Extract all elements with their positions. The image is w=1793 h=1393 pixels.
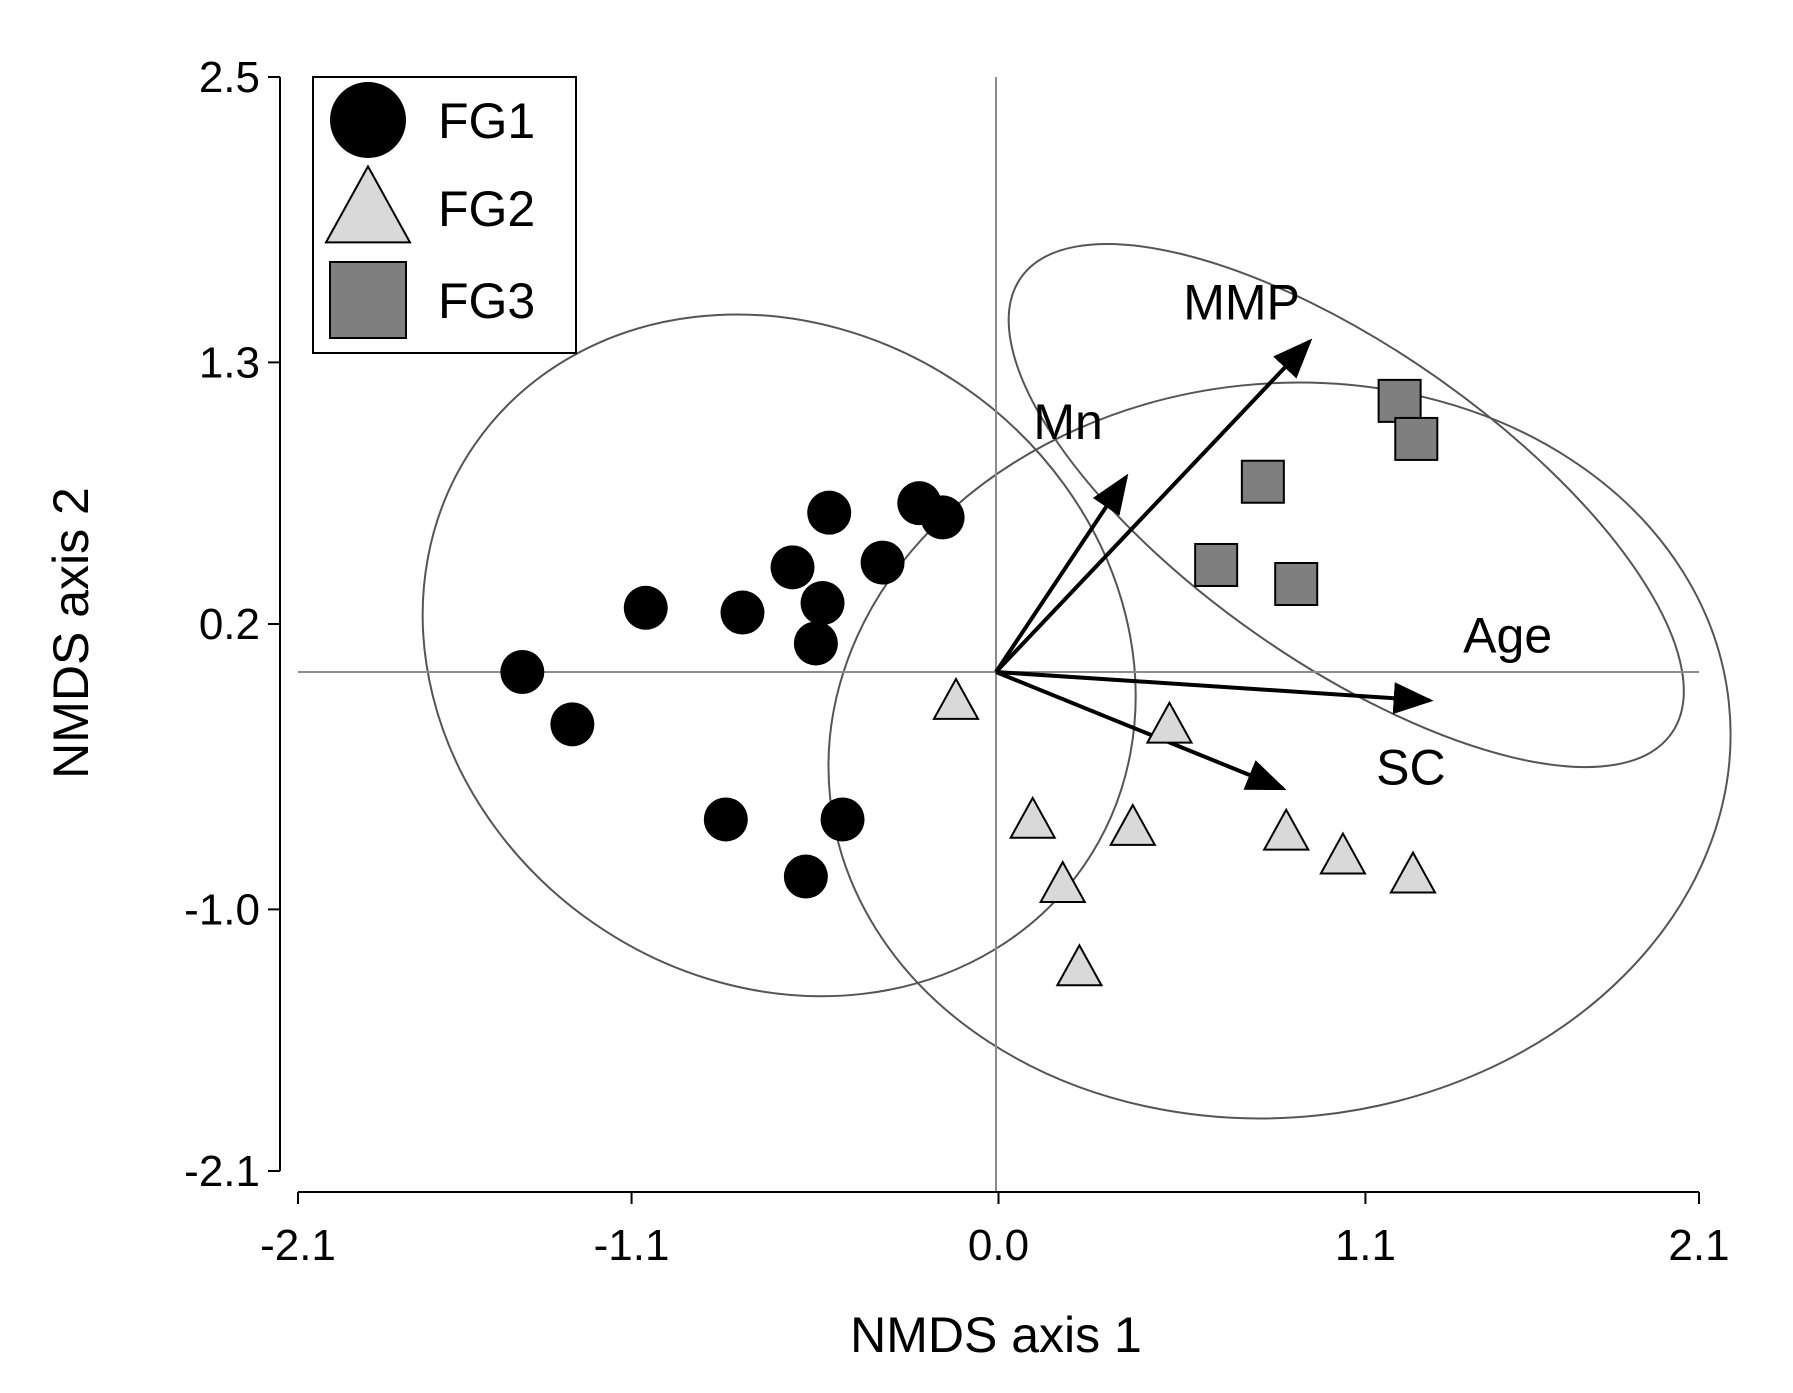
legend-marker-fg2 (324, 164, 412, 244)
point-fg1 (807, 490, 852, 535)
series-fg3 (1194, 378, 1439, 607)
point-fg1 (800, 581, 845, 626)
vector-mn (994, 473, 1129, 674)
point-fg2 (1055, 943, 1104, 987)
legend-label-fg1: FG1 (438, 93, 535, 149)
confidence-ellipse-fg3 (1007, 243, 1685, 769)
point-fg1 (500, 650, 545, 694)
ellipse-layer (421, 243, 1732, 1120)
point-fg1 (703, 797, 748, 842)
point-fg1 (550, 702, 595, 747)
x-tick-label: 2.1 (1668, 1221, 1729, 1270)
vector-age (995, 670, 1434, 715)
y-axis-title: NMDS axis 2 (43, 487, 99, 779)
point-fg1 (820, 797, 865, 842)
series-fg2 (932, 676, 1437, 987)
legend: FG1 FG2 FG3 (312, 76, 577, 354)
point-fg3 (1240, 459, 1285, 504)
point-fg1 (920, 495, 965, 540)
legend-marker-fg1 (330, 82, 406, 158)
point-fg1 (720, 590, 765, 635)
points-layer (500, 378, 1439, 987)
point-fg1 (770, 545, 815, 590)
point-fg2 (1319, 831, 1367, 875)
vector-label-sc: SC (1376, 740, 1445, 796)
vector-label-mmp: MMP (1183, 274, 1300, 330)
point-fg2 (932, 676, 980, 720)
y-axis: 2.5 1.3 0.2 -1.0 -2.1 (184, 53, 281, 1196)
series-fg1 (500, 481, 965, 899)
vector-layer: MMP Mn Age SC (994, 274, 1552, 796)
point-fg2 (1109, 802, 1157, 846)
confidence-ellipse-fg2 (827, 381, 1732, 1120)
legend-label-fg2: FG2 (438, 181, 535, 237)
x-tick-label: 0.0 (968, 1221, 1029, 1270)
point-fg2 (1038, 860, 1087, 904)
point-fg1 (860, 540, 905, 585)
point-fg2 (1389, 850, 1437, 894)
point-fg1 (623, 585, 668, 630)
point-fg3 (1274, 562, 1319, 607)
x-axis-title: NMDS axis 1 (850, 1307, 1142, 1363)
vector-label-age: Age (1463, 608, 1552, 664)
x-tick-label: -2.1 (260, 1221, 336, 1270)
point-fg3 (1194, 542, 1239, 587)
vector-label-mn: Mn (1033, 394, 1102, 450)
point-fg2 (1008, 795, 1057, 839)
x-axis: -2.1 -1.1 0.0 1.1 2.1 (260, 1191, 1730, 1270)
y-tick-label: -2.1 (184, 1147, 260, 1196)
y-tick-label: 2.5 (199, 53, 260, 102)
point-fg2 (1262, 807, 1310, 851)
point-fg3 (1394, 416, 1439, 461)
legend-marker-fg3 (329, 261, 407, 339)
y-tick-label: 1.3 (199, 338, 260, 387)
y-tick-label: 0.2 (199, 600, 260, 649)
x-tick-label: 1.1 (1335, 1221, 1396, 1270)
x-tick-label: -1.1 (594, 1221, 670, 1270)
confidence-ellipse-fg1 (421, 313, 1137, 998)
vector-mmp (994, 338, 1313, 674)
y-tick-label: -1.0 (184, 885, 260, 934)
point-fg1 (793, 621, 838, 666)
point-fg3 (1377, 378, 1422, 423)
point-fg2 (1145, 700, 1194, 744)
vector-sc (995, 670, 1287, 791)
point-fg1 (783, 854, 828, 899)
legend-label-fg3: FG3 (438, 273, 535, 329)
